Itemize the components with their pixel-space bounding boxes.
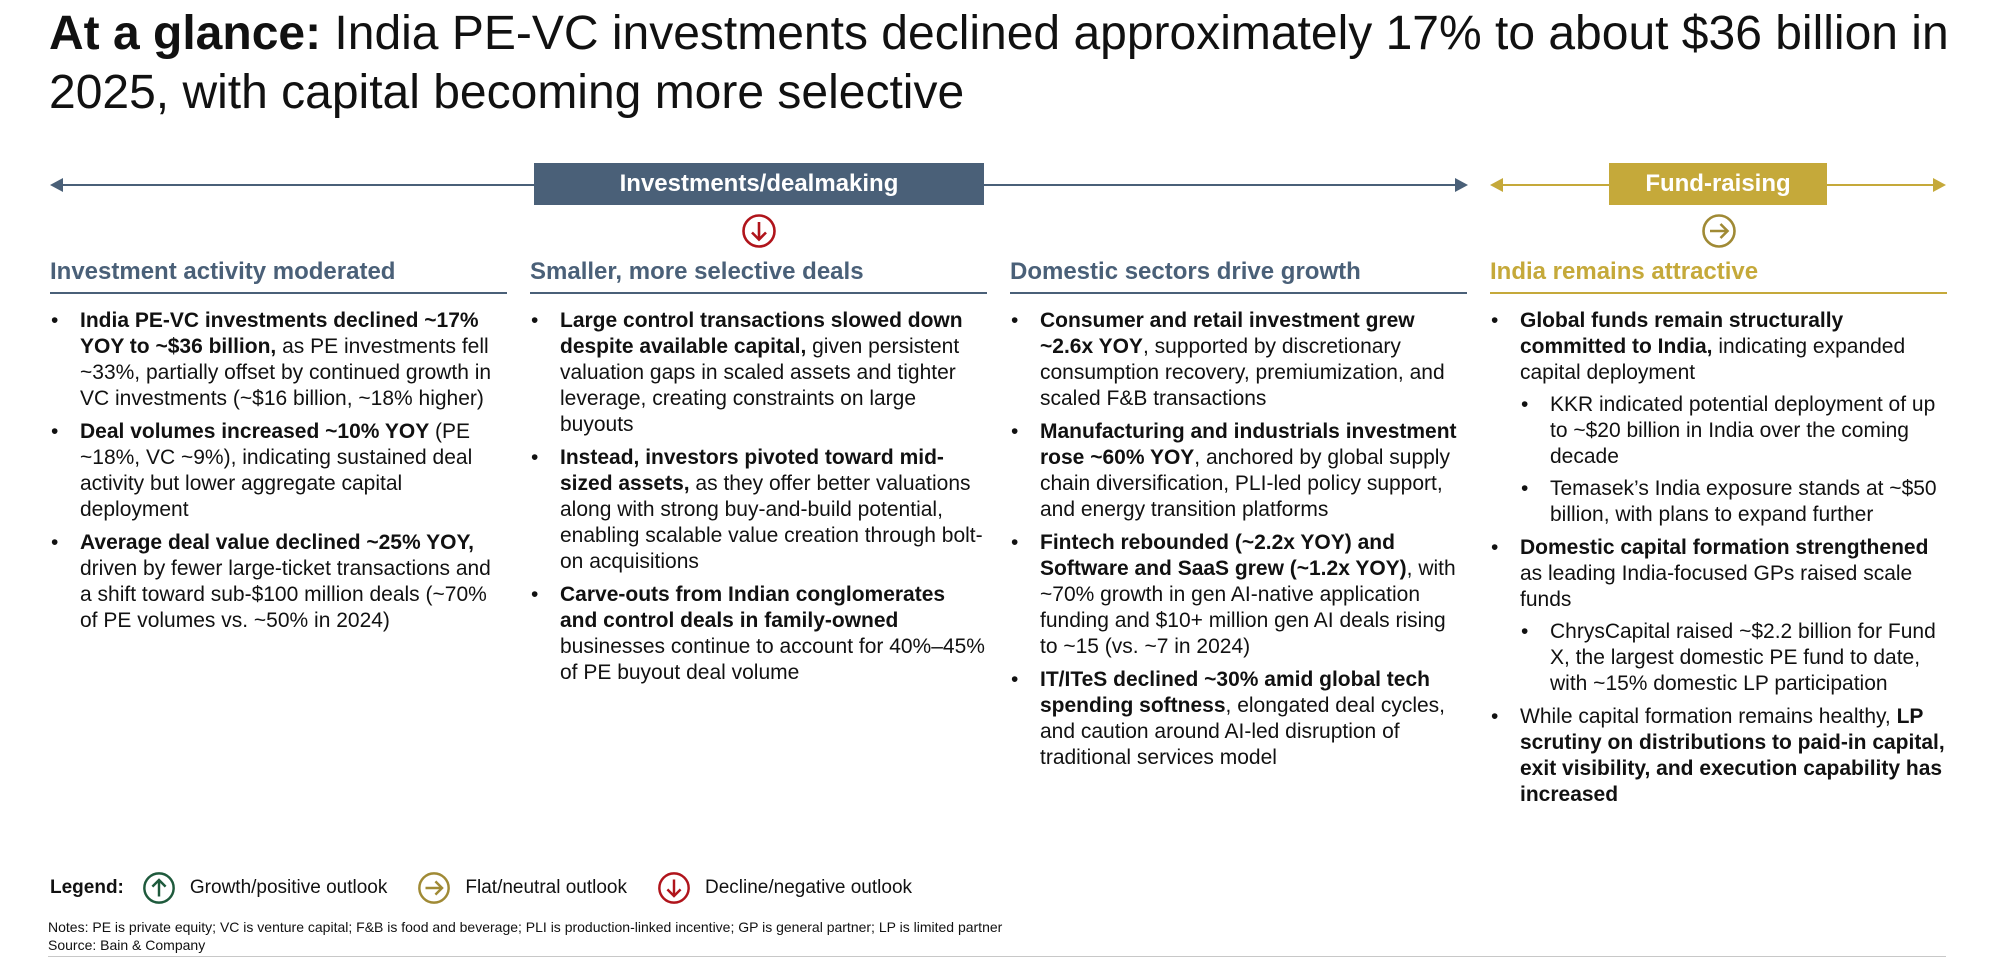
- bullet-list: Consumer and retail investment grew ~2.6…: [1010, 308, 1467, 771]
- bullet-emphasis: Global funds remain structurally committ…: [1520, 309, 1844, 358]
- title-text: India PE-VC investments declined approxi…: [49, 7, 1949, 119]
- investments-band: Investments/dealmaking: [50, 163, 1468, 207]
- footer-divider: [48, 956, 1946, 957]
- bullet-emphasis: Deal volumes increased ~10% YOY: [80, 420, 430, 443]
- bullet-text: as they offer better valuations along wi…: [560, 472, 983, 573]
- legend-item-flat: Flat/neutral outlook: [417, 871, 627, 905]
- bullet-emphasis: Large control transactions slowed down d…: [560, 309, 963, 358]
- column-domestic-sectors: Domestic sectors drive growth Consumer a…: [1010, 257, 1467, 778]
- bullet-item: Global funds remain structurally committ…: [1490, 308, 1947, 528]
- column-selective-deals: Smaller, more selective deals Large cont…: [530, 257, 987, 693]
- flat-arrow-icon: [418, 872, 451, 904]
- bullet-list: Global funds remain structurally committ…: [1490, 308, 1947, 808]
- bullet-item: While capital formation remains healthy,…: [1490, 704, 1947, 808]
- sub-bullet-list: ChrysCapital raised ~$2.2 billion for Fu…: [1520, 619, 1947, 697]
- bullet-text: given persistent valuation gaps in scale…: [560, 335, 960, 436]
- sub-bullet-list: KKR indicated potential deployment of up…: [1520, 392, 1947, 528]
- fundraising-band: Fund-raising: [1490, 163, 1946, 207]
- decline-arrow-icon: [742, 214, 776, 248]
- arrow-left-icon: [1490, 178, 1503, 192]
- bullet-item: Consumer and retail investment grew ~2.6…: [1010, 308, 1467, 412]
- bullet-emphasis: LP scrutiny on distributions to paid-in …: [1520, 705, 1945, 806]
- bullet-item: Large control transactions slowed down d…: [530, 308, 987, 438]
- column-heading: India remains attractive: [1490, 257, 1947, 294]
- bullet-item: Fintech rebounded (~2.2x YOY) and Softwa…: [1010, 530, 1467, 660]
- column-heading: Investment activity moderated: [50, 257, 507, 294]
- arrow-right-icon: [1455, 178, 1468, 192]
- arrow-right-icon: [1933, 178, 1946, 192]
- title-lead: At a glance:: [49, 7, 322, 60]
- column-india-attractive: India remains attractive Global funds re…: [1490, 257, 1947, 815]
- bullet-list: India PE-VC investments declined ~17% YO…: [50, 308, 507, 634]
- bullet-text: , anchored by global supply chain divers…: [1040, 446, 1450, 521]
- bullet-text: driven by fewer large-ticket transaction…: [80, 557, 491, 632]
- bullet-emphasis: Manufacturing and industrials investment…: [1040, 420, 1457, 469]
- bullet-text: , with ~70% growth in gen AI-native appl…: [1040, 557, 1456, 658]
- bullet-item: Domestic capital formation strengthened …: [1490, 535, 1947, 697]
- flat-arrow-icon: [1702, 214, 1736, 248]
- legend-item-growth: Growth/positive outlook: [142, 871, 388, 905]
- bullet-emphasis: Domestic capital formation strengthened: [1520, 536, 1929, 559]
- decline-arrow-icon: [658, 872, 690, 904]
- bullet-text: indicating expanded capital deployment: [1520, 335, 1906, 384]
- investments-band-label: Investments/dealmaking: [534, 163, 984, 205]
- bullet-item: Instead, investors pivoted toward mid-si…: [530, 445, 987, 575]
- bullet-emphasis: Consumer and retail investment grew ~2.6…: [1040, 309, 1415, 358]
- column-heading: Smaller, more selective deals: [530, 257, 987, 294]
- bullet-emphasis: Fintech rebounded (~2.2x YOY) and Softwa…: [1040, 531, 1407, 580]
- bullet-item: Average deal value declined ~25% YOY, dr…: [50, 530, 507, 634]
- bullet-item: Deal volumes increased ~10% YOY (PE ~18%…: [50, 419, 507, 523]
- bullet-item: IT/ITeS declined ~30% amid global tech s…: [1010, 667, 1467, 771]
- legend: Legend: Growth/positive outlook Flat/neu…: [50, 870, 942, 906]
- bullet-emphasis: IT/ITeS declined ~30% amid global tech s…: [1040, 668, 1430, 717]
- sub-bullet-item: ChrysCapital raised ~$2.2 billion for Fu…: [1520, 619, 1947, 697]
- column-investment-activity: Investment activity moderated India PE-V…: [50, 257, 507, 641]
- bullet-emphasis: India PE-VC investments declined ~17% YO…: [80, 309, 479, 358]
- arrow-left-icon: [50, 178, 63, 192]
- bullet-text: as PE investments fell ~33%, partially o…: [80, 335, 492, 410]
- legend-text: Growth/positive outlook: [189, 877, 388, 898]
- bullet-text: (PE ~18%, VC ~9%), indicating sustained …: [80, 420, 473, 521]
- fundraising-band-label: Fund-raising: [1609, 163, 1827, 205]
- bullet-item: Manufacturing and industrials investment…: [1010, 419, 1467, 523]
- growth-arrow-icon: [143, 872, 175, 904]
- bullet-item: Carve-outs from Indian conglomerates and…: [530, 582, 987, 686]
- bullet-text: as leading India-focused GPs raised scal…: [1520, 562, 1913, 611]
- bullet-emphasis: Average deal value declined ~25% YOY,: [80, 531, 474, 554]
- footnotes: Notes: PE is private equity; VC is ventu…: [48, 918, 1002, 954]
- legend-label: Legend:: [50, 877, 124, 898]
- source-text: Source: Bain & Company: [48, 937, 206, 953]
- column-heading: Domestic sectors drive growth: [1010, 257, 1467, 294]
- bullet-text: While capital formation remains healthy,: [1520, 705, 1897, 728]
- page-title: At a glance: India PE-VC investments dec…: [49, 4, 1949, 122]
- notes-text: Notes: PE is private equity; VC is ventu…: [48, 919, 1003, 935]
- legend-text: Decline/negative outlook: [704, 877, 913, 898]
- bullet-item: India PE-VC investments declined ~17% YO…: [50, 308, 507, 412]
- bullet-list: Large control transactions slowed down d…: [530, 308, 987, 686]
- bullet-text: , supported by discretionary consumption…: [1040, 335, 1445, 410]
- bullet-emphasis: Instead, investors pivoted toward mid-si…: [560, 446, 944, 495]
- sub-bullet-item: KKR indicated potential deployment of up…: [1520, 392, 1947, 470]
- sub-bullet-item: Temasek’s India exposure stands at ~$50 …: [1520, 476, 1947, 528]
- legend-item-decline: Decline/negative outlook: [657, 871, 912, 905]
- bullet-text: , elongated deal cycles, and caution aro…: [1040, 694, 1446, 769]
- bullet-emphasis: Carve-outs from Indian conglomerates and…: [560, 583, 946, 632]
- bullet-text: businesses continue to account for 40%–4…: [560, 635, 985, 684]
- legend-text: Flat/neutral outlook: [465, 877, 627, 898]
